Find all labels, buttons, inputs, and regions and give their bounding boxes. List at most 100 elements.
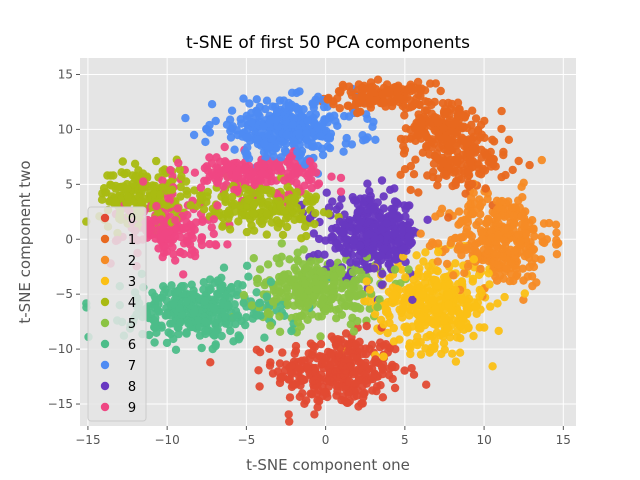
- scatter-point-digit-3: [383, 309, 393, 318]
- data-points: [82, 75, 563, 426]
- scatter-point-digit-6: [164, 288, 174, 298]
- scatter-point-digit-1: [358, 92, 367, 101]
- scatter-point-digit-2: [494, 230, 503, 240]
- scatter-point-digit-2: [442, 259, 452, 269]
- scatter-point-digit-8: [325, 259, 335, 268]
- scatter-point-digit-4: [176, 182, 185, 192]
- scatter-point-digit-6: [153, 306, 163, 315]
- scatter-point-digit-0: [351, 379, 360, 389]
- scatter-point-digit-0: [341, 329, 351, 338]
- scatter-point-digit-5: [317, 312, 326, 321]
- scatter-point-digit-2: [513, 270, 522, 279]
- scatter-point-digit-0: [409, 370, 419, 379]
- scatter-point-digit-0: [287, 382, 297, 392]
- scatter-point-digit-5: [317, 292, 326, 302]
- scatter-point-digit-3: [451, 259, 460, 268]
- scatter-point-digit-5: [268, 297, 278, 306]
- legend: 0 1 2 3 4 5 6 7 8 9: [87, 206, 147, 422]
- x-tick-label: −10: [154, 433, 179, 447]
- scatter-point-digit-7: [293, 147, 302, 156]
- scatter-point-digit-4: [220, 190, 230, 200]
- scatter-point-digit-0: [296, 381, 305, 390]
- scatter-point-digit-9: [313, 180, 322, 190]
- scatter-point-digit-7: [252, 95, 261, 104]
- scatter-point-digit-3: [439, 316, 448, 325]
- scatter-point-digit-5: [299, 292, 308, 301]
- scatter-point-digit-4: [283, 182, 292, 191]
- scatter-point-digit-2: [456, 245, 465, 254]
- scatter-point-digit-4: [162, 201, 171, 210]
- scatter-point-digit-5: [275, 312, 284, 321]
- scatter-point-digit-3: [434, 247, 443, 257]
- scatter-point-digit-3: [395, 335, 404, 344]
- scatter-point-digit-7: [259, 122, 268, 131]
- scatter-point-digit-3: [428, 296, 438, 305]
- scatter-point-digit-8: [423, 215, 432, 224]
- scatter-point-digit-1: [396, 134, 406, 144]
- scatter-point-digit-8: [390, 254, 399, 263]
- scatter-point-digit-9: [222, 160, 232, 169]
- scatter-point-digit-0: [313, 403, 322, 412]
- legend-marker: [100, 381, 110, 391]
- scatter-point-digit-1: [481, 184, 490, 193]
- scatter-point-digit-7: [294, 129, 304, 138]
- scatter-point-digit-4: [324, 209, 333, 218]
- scatter-point-digit-6: [151, 323, 160, 332]
- legend-box: [87, 206, 147, 422]
- scatter-point-digit-1: [473, 125, 483, 135]
- scatter-point-digit-8: [314, 234, 324, 244]
- legend-label: 1: [128, 233, 136, 248]
- scatter-point-digit-1: [352, 97, 361, 107]
- scatter-point-digit-9: [327, 172, 336, 181]
- scatter-point-digit-8: [378, 269, 387, 278]
- scatter-point-digit-6: [230, 300, 239, 309]
- scatter-point-digit-6: [173, 286, 183, 295]
- scatter-point-digit-9: [169, 250, 178, 259]
- scatter-point-digit-7: [227, 106, 237, 115]
- scatter-point-digit-9: [197, 240, 207, 250]
- scatter-point-digit-2: [433, 239, 443, 248]
- scatter-point-digit-4: [109, 171, 118, 180]
- scatter-point-digit-3: [430, 344, 439, 353]
- scatter-point-digit-9: [207, 223, 216, 232]
- scatter-point-digit-5: [290, 263, 299, 273]
- scatter-point-digit-7: [275, 96, 285, 105]
- scatter-point-digit-1: [427, 100, 436, 110]
- scatter-point-digit-2: [514, 230, 523, 239]
- scatter-point-digit-7: [288, 120, 297, 129]
- scatter-point-digit-7: [323, 142, 333, 151]
- scatter-point-digit-9: [190, 168, 200, 177]
- scatter-point-digit-3: [440, 345, 449, 354]
- scatter-point-digit-2: [449, 271, 458, 280]
- scatter-point-digit-4: [106, 181, 116, 190]
- scatter-point-digit-9: [213, 164, 223, 173]
- scatter-point-digit-0: [297, 356, 306, 365]
- scatter-point-digit-6: [210, 331, 219, 340]
- scatter-point-digit-4: [237, 211, 246, 220]
- scatter-point-digit-6: [224, 301, 233, 310]
- scatter-point-digit-3: [447, 307, 456, 316]
- scatter-point-digit-9: [233, 185, 242, 195]
- scatter-point-digit-7: [347, 140, 357, 149]
- scatter-point-digit-6: [181, 297, 191, 306]
- scatter-point-digit-0: [360, 370, 369, 379]
- scatter-point-digit-9: [250, 180, 259, 189]
- scatter-point-digit-8: [366, 195, 375, 204]
- scatter-point-digit-5: [297, 311, 307, 320]
- scatter-point-digit-3: [456, 309, 465, 318]
- scatter-point-digit-5: [249, 254, 258, 263]
- scatter-point-digit-2: [497, 196, 507, 206]
- scatter-point-digit-0: [385, 364, 394, 373]
- scatter-point-digit-1: [504, 135, 514, 144]
- scatter-point-digit-9: [303, 171, 312, 181]
- scatter-point-digit-5: [277, 239, 286, 248]
- scatter-point-digit-5: [293, 248, 302, 257]
- scatter-point-digit-0: [327, 350, 336, 359]
- scatter-point-digit-9: [164, 194, 173, 203]
- scatter-point-digit-1: [439, 158, 448, 168]
- scatter-point-digit-1: [366, 103, 375, 112]
- scatter-point-digit-9: [209, 215, 218, 224]
- scatter-point-digit-9: [212, 153, 221, 162]
- scatter-point-digit-8: [349, 236, 359, 245]
